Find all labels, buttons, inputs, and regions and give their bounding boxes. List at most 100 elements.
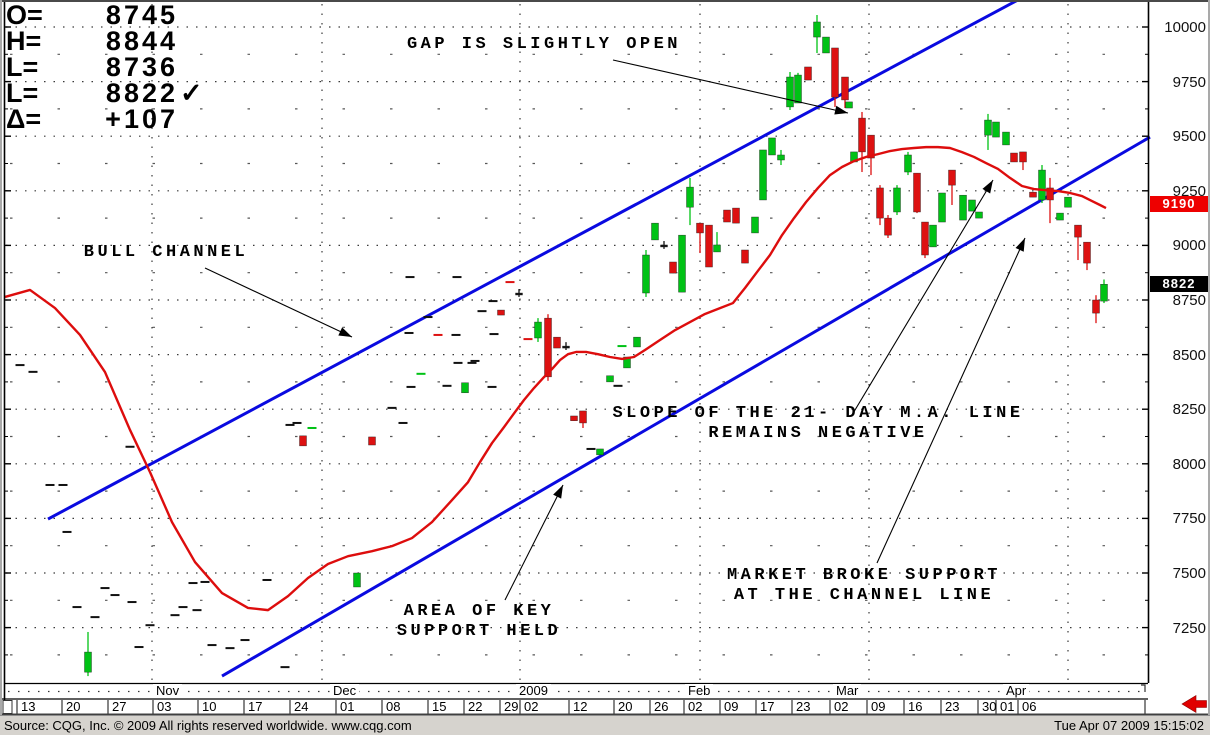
candle-body xyxy=(1064,196,1072,208)
quote-row: L= 8736 xyxy=(6,52,206,82)
source-credit-text: Source: CQG, Inc. © 2009 All rights rese… xyxy=(4,718,412,733)
price-axis-label: 7250 xyxy=(1172,619,1206,637)
candle-body xyxy=(992,121,1000,138)
week-tick-label: 22 xyxy=(468,699,483,714)
annotation-bull-channel: BULL CHANNEL xyxy=(83,243,249,262)
week-tick-label: 06 xyxy=(1022,699,1037,714)
candle-body xyxy=(368,436,376,446)
candle-body xyxy=(845,101,853,109)
dash-mark xyxy=(487,385,497,388)
annotation-ma-slope: SLOPE OF THE 21- DAY M.A. LINE REMAINS N… xyxy=(612,404,1024,443)
dash-mark xyxy=(453,361,463,364)
candle-body xyxy=(562,345,570,349)
candle-body xyxy=(1100,284,1108,302)
month-label: Feb xyxy=(685,684,714,698)
month-label: Dec xyxy=(330,684,360,698)
candle-body xyxy=(813,21,821,38)
candle-body xyxy=(831,47,839,98)
candle-body xyxy=(794,74,802,104)
candle-body xyxy=(84,651,92,673)
dash-mark xyxy=(452,276,462,279)
candle-body xyxy=(858,117,866,153)
quote-block: O= 8745 H= 8844 L= 8736 L= 8822 ✓ Δ= +107 xyxy=(6,2,206,134)
window-frame-top xyxy=(0,0,1210,2)
week-tick-label: 26 xyxy=(654,699,669,714)
candle-body xyxy=(686,186,694,208)
candle-body xyxy=(741,249,749,264)
dash-mark xyxy=(405,276,415,279)
dash-mark xyxy=(90,616,100,619)
dash-mark xyxy=(488,300,498,303)
candle-body xyxy=(1083,241,1091,264)
candle-body xyxy=(642,254,650,294)
dash-mark xyxy=(15,364,25,367)
quote-field-label: Δ= xyxy=(6,104,42,134)
dash-mark xyxy=(442,384,452,387)
price-axis-label: 10000 xyxy=(1164,19,1206,36)
quote-row: H= 8844 xyxy=(6,26,206,56)
dash-mark xyxy=(292,421,302,424)
candle-body xyxy=(534,321,542,339)
candle-body xyxy=(904,154,912,173)
week-tick-label: 30 xyxy=(982,699,997,714)
candle-body xyxy=(804,66,812,81)
scroll-left-arrow-icon[interactable] xyxy=(1181,694,1207,714)
candle-body xyxy=(1010,152,1018,163)
week-tick-label: 17 xyxy=(248,699,263,714)
week-tick-label: 01 xyxy=(340,699,355,714)
dash-mark xyxy=(72,606,82,609)
candle-body xyxy=(867,134,875,159)
dash-mark xyxy=(110,594,120,597)
dash-mark xyxy=(523,338,533,341)
candle-body xyxy=(732,207,740,224)
dash-mark xyxy=(58,483,68,486)
candle-body xyxy=(660,244,668,248)
annotation-arrowhead-bull-channel xyxy=(338,327,352,337)
candle-body xyxy=(579,410,587,424)
dash-mark xyxy=(240,639,250,642)
quote-row: O= 8745 xyxy=(6,2,206,29)
week-tick-label: 09 xyxy=(724,699,739,714)
axis-corner-box xyxy=(2,700,13,714)
dash-mark xyxy=(505,281,515,284)
price-axis-label: 7750 xyxy=(1172,510,1206,528)
candle-body xyxy=(1056,212,1064,221)
candle-body xyxy=(497,309,505,316)
annotation-key-support: AREA OF KEY SUPPORT HELD xyxy=(396,602,562,641)
dash-mark xyxy=(225,647,235,650)
candle-body xyxy=(1092,299,1100,314)
quote-field-label: H= xyxy=(6,26,42,56)
candle-body xyxy=(723,209,731,223)
dash-mark xyxy=(280,666,290,669)
quote-field-label: L= xyxy=(6,52,39,82)
quote-row: L= 8822 ✓ xyxy=(6,80,206,107)
dash-mark xyxy=(207,644,217,647)
candle-body xyxy=(759,149,767,201)
week-tick-label: 02 xyxy=(688,699,703,714)
annotation-arrow-line-ma-slope xyxy=(851,179,994,416)
dash-mark xyxy=(127,601,137,604)
price-axis-label: 8000 xyxy=(1172,455,1206,473)
candle-body xyxy=(984,119,992,136)
candle-body xyxy=(768,137,776,156)
dash-mark xyxy=(145,624,155,627)
week-tick-label: 15 xyxy=(432,699,447,714)
week-tick-label: 17 xyxy=(760,699,775,714)
candle-body xyxy=(678,234,686,293)
annotation-arrow-line-key-support xyxy=(504,484,564,601)
candle-body xyxy=(929,224,937,248)
price-badge-8822: 8822 xyxy=(1150,276,1208,293)
dash-mark xyxy=(285,423,295,426)
week-tick-label: 12 xyxy=(573,699,588,714)
candle-body xyxy=(570,415,578,421)
candle-body xyxy=(1046,187,1054,201)
dash-mark xyxy=(489,333,499,336)
candle-body xyxy=(299,435,307,447)
candle-body xyxy=(938,192,946,223)
dash-mark xyxy=(125,445,135,448)
candle-body xyxy=(713,244,721,253)
candle-body xyxy=(633,336,641,348)
dash-mark xyxy=(617,345,627,348)
candle-body xyxy=(1019,151,1027,163)
